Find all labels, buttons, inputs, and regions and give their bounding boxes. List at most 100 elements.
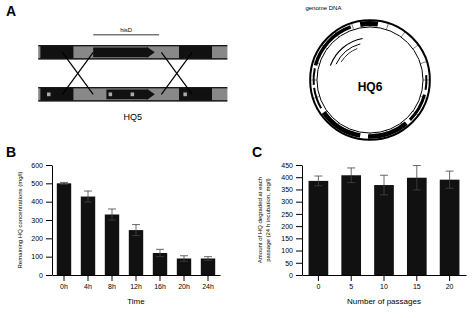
x-tick-mark	[112, 275, 113, 281]
crossover	[161, 52, 192, 94]
y-tick-label: 600	[31, 162, 43, 169]
y-tick-label: 200	[31, 235, 43, 242]
y-tick-label: 200	[281, 223, 293, 230]
y-tick-mark	[296, 238, 302, 239]
crossover	[62, 52, 93, 94]
crossover	[161, 52, 192, 94]
error-line	[416, 165, 417, 189]
y-tick: 500	[31, 180, 52, 187]
y-tick-label: 400	[31, 198, 43, 205]
panel-label: A	[6, 3, 16, 19]
gene-mark	[109, 92, 113, 96]
circle-tick	[420, 62, 426, 64]
gene-mark	[183, 92, 187, 96]
gene-mark	[131, 92, 135, 96]
y-tick-label: 0	[289, 272, 293, 279]
x-tick-label: 5	[349, 283, 353, 290]
error-cap	[446, 171, 454, 172]
error-line	[351, 168, 352, 183]
error-cap	[446, 188, 454, 189]
circle-tick	[370, 133, 371, 140]
circle-tick	[423, 80, 430, 81]
y-tick: 150	[281, 235, 302, 242]
y-tick-label: 350	[281, 186, 293, 193]
plot-area	[57, 182, 215, 275]
y-tick-mark	[296, 189, 302, 190]
y-tick: 200	[31, 235, 52, 242]
y-tick-mark	[46, 275, 52, 276]
circle-tick	[370, 20, 371, 27]
x-tick: 8h	[108, 275, 116, 290]
circle-tick	[352, 130, 354, 136]
y-tick-mark	[296, 177, 302, 178]
annotation: hisD	[120, 27, 133, 33]
y-tick: 100	[31, 253, 52, 260]
genome-outer	[310, 20, 430, 140]
bracket	[93, 34, 159, 35]
x-tick-mark	[160, 275, 161, 281]
y-tick: 200	[281, 223, 302, 230]
error-cap	[108, 209, 116, 210]
y-axis-title: Amount of HQ degraded at eachpassage (24…	[257, 177, 271, 263]
y-tick: 300	[31, 217, 52, 224]
x-tick-label: 10	[380, 283, 388, 290]
gene-arc	[425, 75, 428, 90]
error-bar	[314, 176, 322, 186]
strip	[38, 89, 227, 101]
bar	[153, 253, 167, 275]
y-axis: 0 100 200 300 400 500 600	[31, 162, 52, 279]
x-tick: 16h	[154, 275, 166, 290]
circle-tick	[352, 23, 354, 29]
y-tick: 0	[39, 272, 52, 279]
error-line	[88, 191, 89, 202]
x-tick-label: 15	[413, 283, 421, 290]
annotation-arc	[341, 48, 357, 62]
x-tick: 20h	[178, 275, 190, 290]
y-tick: 600	[31, 162, 52, 169]
bar	[57, 183, 71, 275]
gene-block	[179, 88, 212, 101]
x-tick: 12h	[130, 275, 142, 290]
circle-tick	[322, 111, 328, 115]
circle-tick	[313, 96, 319, 98]
x-tick: 10	[380, 275, 388, 290]
annotation-arc	[336, 44, 360, 64]
y-tick-mark	[46, 202, 52, 203]
error-cap	[204, 260, 212, 261]
error-cap	[314, 176, 322, 177]
error-cap	[413, 189, 421, 190]
diagram: AhisDHQ5HQ6genome DNA	[6, 3, 430, 140]
x-tick-mark	[88, 275, 89, 281]
y-tick-mark	[46, 165, 52, 166]
error-cap	[180, 261, 188, 262]
panel-label: B	[6, 144, 16, 160]
error-cap	[84, 191, 92, 192]
x-tick-mark	[184, 275, 185, 281]
error-bar	[413, 165, 421, 189]
circle-tick	[335, 32, 339, 38]
y-tick-label: 50	[285, 260, 293, 267]
bar	[309, 181, 329, 275]
bar-panel: 0h4h8h12h16h20h24h0100200300400500600Tim…	[6, 144, 221, 306]
bar	[440, 180, 460, 275]
circle-tick	[413, 111, 419, 115]
x-tick-mark	[318, 275, 319, 281]
error-cap	[132, 224, 140, 225]
annotation-arc	[330, 38, 362, 65]
y-tick-mark	[296, 214, 302, 215]
circle-tick	[420, 96, 426, 98]
annotation: HQ5	[124, 112, 143, 122]
error-cap	[156, 256, 164, 257]
x-tick-label: 12h	[130, 283, 142, 290]
y-tick: 350	[281, 186, 302, 193]
y-tick-label: 450	[281, 162, 293, 169]
bar-panel: 05101520050100150200250300350400450Numbe…	[252, 144, 467, 306]
error-bar	[204, 257, 212, 261]
error-cap	[108, 220, 116, 221]
circle-tick	[310, 80, 317, 81]
x-tick-mark	[449, 275, 450, 281]
x-axis: 05101520	[303, 275, 467, 290]
circle-tick	[401, 32, 405, 38]
x-tick: 15	[413, 275, 421, 290]
gene-arc	[360, 21, 378, 27]
